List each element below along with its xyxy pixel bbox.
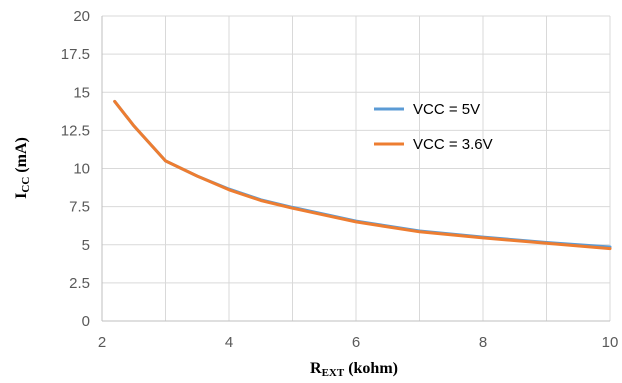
y-axis-title: ICC (mA) xyxy=(13,137,32,199)
y-tick-label: 10 xyxy=(73,161,90,178)
x-tick-label: 10 xyxy=(602,334,619,351)
grid xyxy=(102,15,611,321)
y-tick-label: 17.5 xyxy=(61,46,90,63)
legend: VCC = 5V VCC = 3.6V xyxy=(374,101,493,153)
x-axis-title: REXT (kohm) xyxy=(310,360,398,379)
y-tick-labels: 0 2.5 5 7.5 10 12.5 15 17.5 20 xyxy=(61,8,90,330)
legend-label-vcc-3-6v: VCC = 3.6V xyxy=(413,136,493,153)
series-lines xyxy=(113,99,612,251)
y-tick-label: 12.5 xyxy=(61,122,90,139)
y-tick-label: 20 xyxy=(73,8,90,25)
y-tick-label: 0 xyxy=(82,313,90,330)
axes xyxy=(101,16,610,322)
y-tick-label: 2.5 xyxy=(69,275,90,292)
y-tick-label: 7.5 xyxy=(69,199,90,216)
x-tick-label: 2 xyxy=(98,334,106,351)
legend-label-vcc-5v: VCC = 5V xyxy=(413,101,480,118)
x-tick-labels: 2 4 6 8 10 xyxy=(98,334,619,351)
y-tick-label: 5 xyxy=(82,237,90,254)
series-line-vcc-5v xyxy=(113,99,612,249)
x-tick-label: 8 xyxy=(479,334,487,351)
x-tick-label: 4 xyxy=(225,334,233,351)
x-tick-label: 6 xyxy=(352,334,360,351)
series-line-vcc-3-6v xyxy=(113,99,612,251)
y-tick-label: 15 xyxy=(73,84,90,101)
